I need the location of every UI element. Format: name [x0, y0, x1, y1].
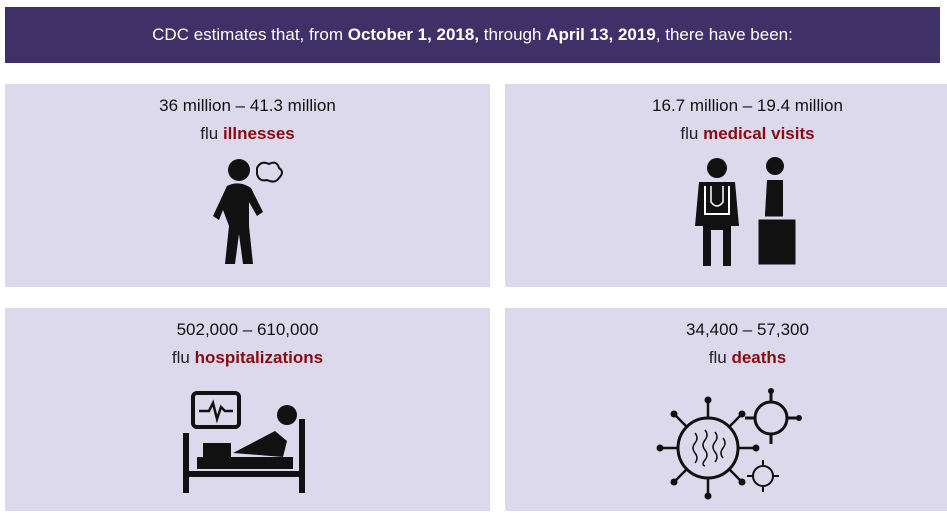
label: flu medical visits	[505, 124, 947, 144]
sick-person-icon	[213, 159, 283, 264]
header: CDC estimates that, from October 1, 2018…	[5, 7, 940, 63]
keyword: illnesses	[222, 124, 295, 143]
stat-card: 16.7 million – 19.4 million flu medical …	[505, 84, 947, 287]
prefix: flu	[171, 348, 190, 367]
keyword: deaths	[731, 348, 787, 367]
header-text: , there have been:	[655, 25, 793, 44]
keyword: hospitalizations	[194, 348, 324, 367]
range: 34,400 – 57,300	[686, 320, 809, 339]
label: flu hospitalizations	[5, 348, 490, 368]
range: 16.7 million – 19.4 million	[652, 96, 843, 115]
stat-card: 36 million – 41.3 million flu illnesses	[5, 84, 490, 287]
label: flu deaths	[505, 348, 947, 368]
header-date: October 1, 2018,	[347, 25, 480, 44]
range: 502,000 – 610,000	[176, 320, 319, 339]
keyword: medical visits	[703, 124, 815, 143]
header-date: April 13, 2019	[546, 25, 656, 44]
prefix: flu	[680, 124, 699, 143]
header-text: CDC estimates that, from	[152, 25, 348, 44]
label: flu illnesses	[5, 124, 490, 144]
header-text: through	[479, 25, 547, 44]
prefix: flu	[200, 124, 219, 143]
hospital-bed-icon	[183, 391, 305, 493]
stat-card: 34,400 – 57,300 flu deaths	[505, 308, 947, 511]
virus-icon	[656, 388, 802, 500]
prefix: flu	[708, 348, 727, 367]
medical-visit-icon	[695, 157, 799, 268]
stat-card: 502,000 – 610,000 flu hospitalizations	[5, 308, 490, 511]
range: 36 million – 41.3 million	[159, 96, 336, 115]
